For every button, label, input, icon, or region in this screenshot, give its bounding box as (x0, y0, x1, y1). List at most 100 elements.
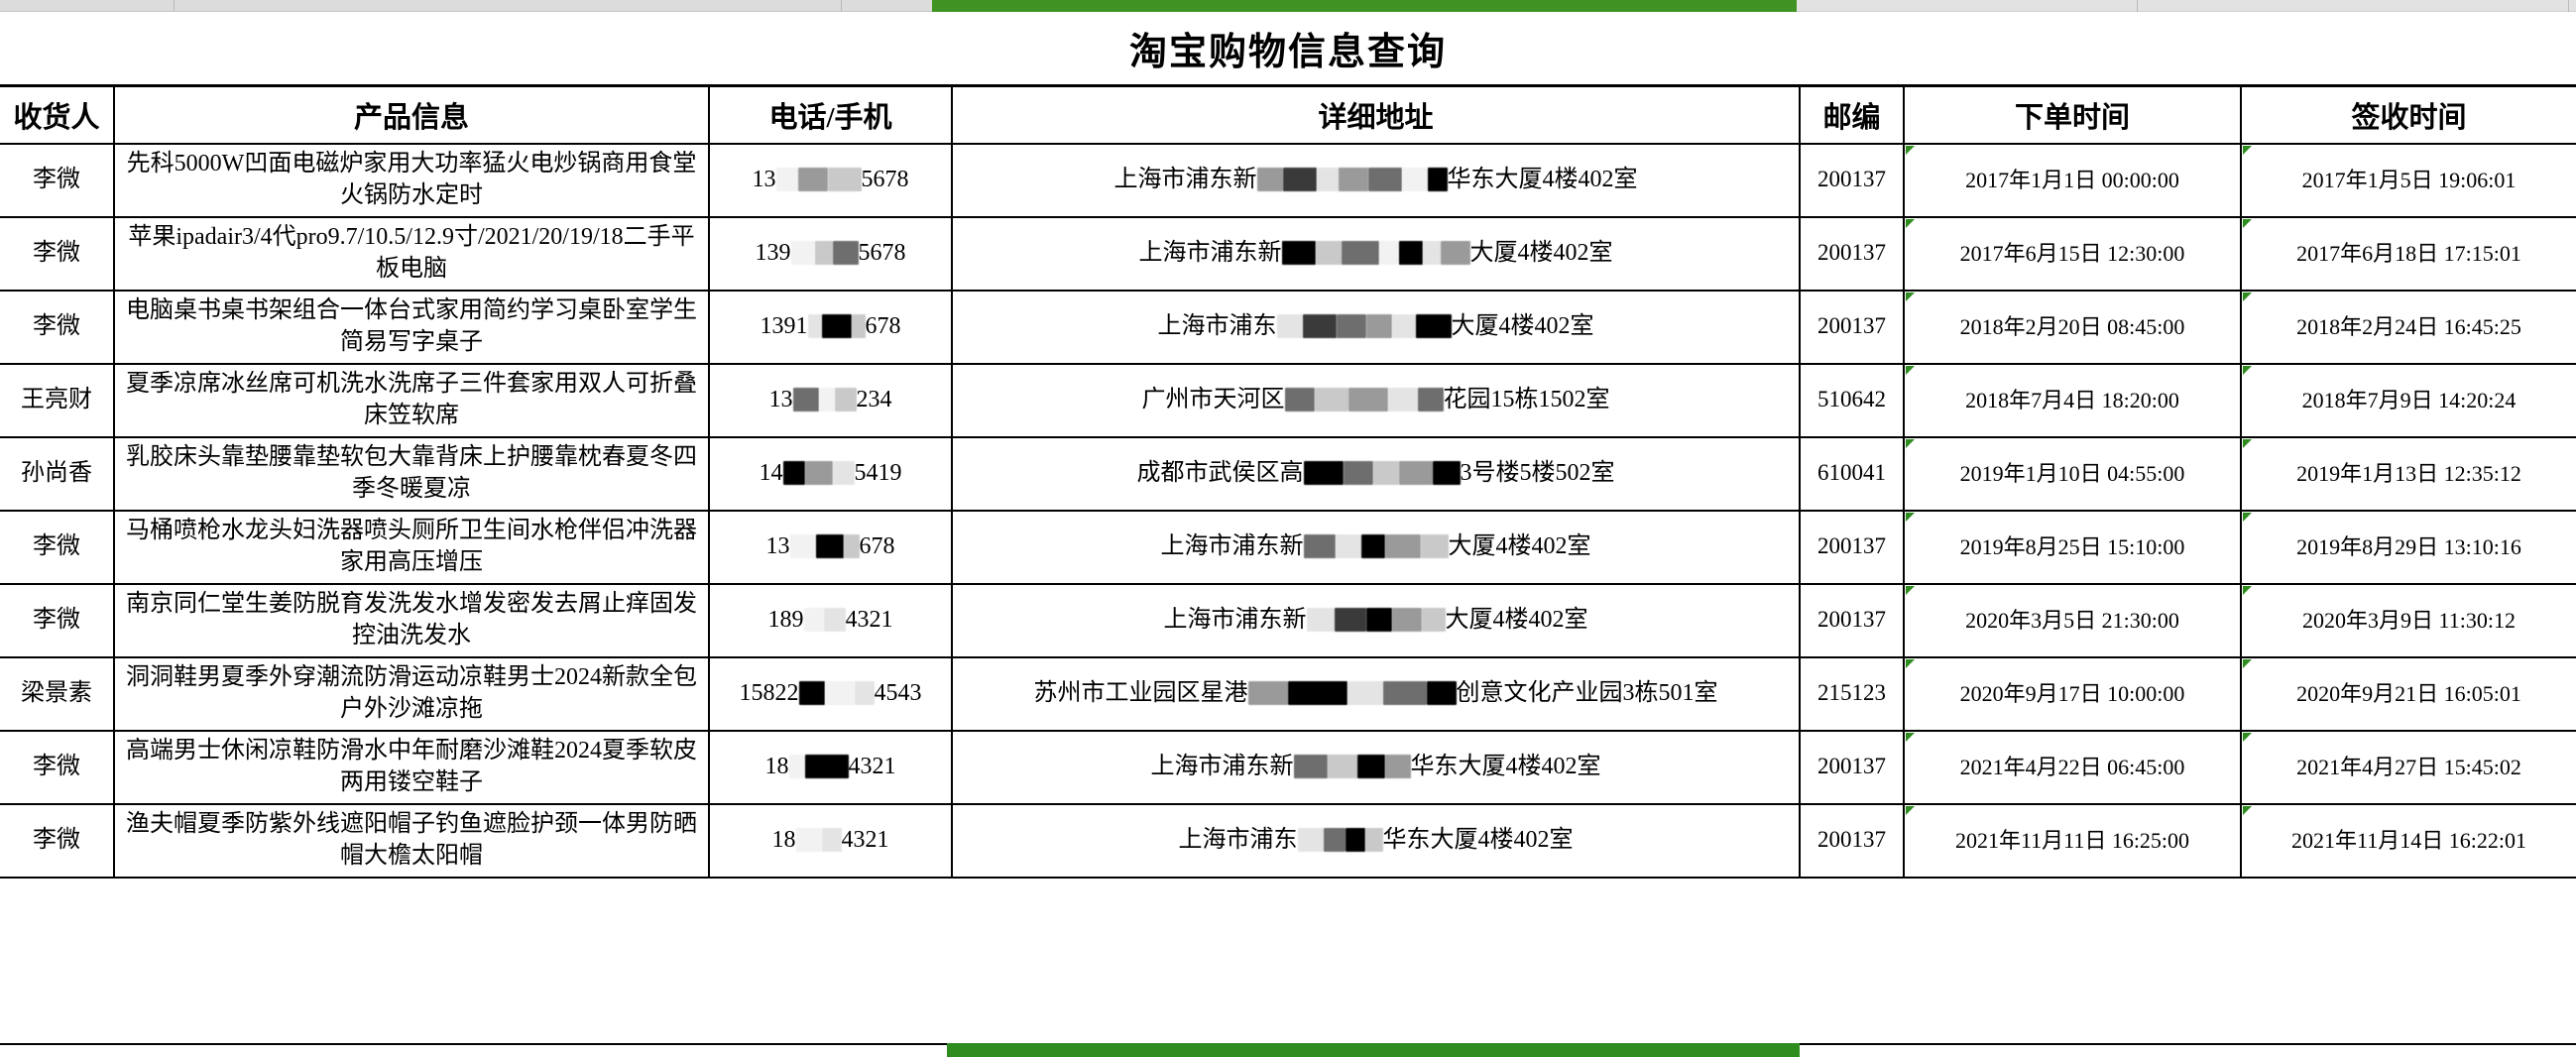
cell-product-info[interactable]: 夏季凉席冰丝席可机洗水洗席子三件套家用双人可折叠床笠软席 (113, 362, 710, 438)
column-header-received[interactable]: 签收时间 (2240, 84, 2576, 145)
redaction-block (789, 533, 816, 558)
cell-postcode[interactable]: 200137 (1799, 215, 1905, 292)
cell-postcode[interactable]: 510642 (1799, 362, 1905, 438)
cell-order-time[interactable]: 2021年4月22日 06:45:00 (1903, 729, 2242, 805)
cell-receive-time[interactable]: 2019年1月13日 12:35:12 (2240, 435, 2576, 512)
cell-product-info[interactable]: 洞洞鞋男夏季外穿潮流防滑运动凉鞋男士2024新款全包户外沙滩凉拖 (113, 655, 710, 732)
column-header-ordered[interactable]: 下单时间 (1903, 84, 2242, 145)
cell-receive-time[interactable]: 2018年7月9日 14:20:24 (2240, 362, 2576, 438)
cell-recipient-name[interactable]: 孙尚香 (0, 435, 115, 512)
cell-phone[interactable]: 18 4321 (708, 802, 953, 879)
cell-order-time[interactable]: 2020年9月17日 10:00:00 (1903, 655, 2242, 732)
cell-receive-time[interactable]: 2020年3月9日 11:30:12 (2240, 582, 2576, 658)
cell-postcode[interactable]: 200137 (1799, 802, 1905, 879)
cell-address[interactable]: 上海市浦东新 华东大厦4楼402室 (951, 142, 1801, 218)
cell-product-info[interactable]: 高端男士休闲凉鞋防滑水中年耐磨沙滩鞋2024夏季软皮两用镂空鞋子 (113, 729, 710, 805)
table-row[interactable]: 李微 先科5000W凹面电磁炉家用大功率猛火电炒锅商用食堂火锅防水定时 13 5678… (0, 142, 2576, 218)
table-row[interactable]: 李微 苹果ipadair3/4代pro9.7/10.5/12.9寸/2021/20… (0, 215, 2576, 292)
cell-postcode[interactable]: 200137 (1799, 729, 1905, 805)
cell-order-time[interactable]: 2017年6月15日 12:30:00 (1903, 215, 2242, 292)
cell-recipient-name[interactable]: 李微 (0, 289, 115, 365)
cell-product-info[interactable]: 南京同仁堂生姜防脱育发洗发水增发密发去屑止痒固发控油洗发水 (113, 582, 710, 658)
cell-recipient-name[interactable]: 李微 (0, 582, 115, 658)
cell-order-time[interactable]: 2019年1月10日 04:55:00 (1903, 435, 2242, 512)
cell-address[interactable]: 上海市浦东新 大厦4楼402室 (951, 215, 1801, 292)
cell-product-info[interactable]: 电脑桌书桌书架组合一体台式家用简约学习桌卧室学生简易写字桌子 (113, 289, 710, 365)
cell-receive-time[interactable]: 2017年1月5日 19:06:01 (2240, 142, 2576, 218)
redaction-block (814, 240, 833, 265)
cell-phone[interactable]: 13 5678 (708, 142, 953, 218)
table-row[interactable]: 李微 电脑桌书桌书架组合一体台式家用简约学习桌卧室学生简易写字桌子 1391 678 上… (0, 289, 2576, 365)
cell-receive-time[interactable]: 2021年4月27日 15:45:02 (2240, 729, 2576, 805)
table-row[interactable]: 李微 马桶喷枪水龙头妇洗器喷头厕所卫生间水枪伴侣冲洗器家用高压增压 13 678 上海市… (0, 509, 2576, 585)
cell-recipient-name[interactable]: 李微 (0, 509, 115, 585)
cell-product-info[interactable]: 马桶喷枪水龙头妇洗器喷头厕所卫生间水枪伴侣冲洗器家用高压增压 (113, 509, 710, 585)
cell-recipient-name[interactable]: 李微 (0, 215, 115, 292)
cell-address[interactable]: 苏州市工业园区星港 创意文化产业园3栋501室 (951, 655, 1801, 732)
cell-receive-time[interactable]: 2018年2月24日 16:45:25 (2240, 289, 2576, 365)
cell-address[interactable]: 上海市浦东新 大厦4楼402室 (951, 509, 1801, 585)
cell-order-time[interactable]: 2020年3月5日 21:30:00 (1903, 582, 2242, 658)
column-header-product[interactable]: 产品信息 (113, 84, 710, 145)
cell-address[interactable]: 成都市武侯区高 3号楼5楼502室 (951, 435, 1801, 512)
redaction-block (1323, 827, 1346, 852)
cell-postcode[interactable]: 200137 (1799, 509, 1905, 585)
redaction-block (1284, 387, 1315, 411)
column-header-name[interactable]: 收货人 (0, 84, 115, 145)
cell-error-flag-icon (2243, 585, 2252, 595)
cell-postcode[interactable]: 215123 (1799, 655, 1905, 732)
table-row[interactable]: 王亮财 夏季凉席冰丝席可机洗水洗席子三件套家用双人可折叠床笠软席 13 234 广州市天… (0, 362, 2576, 438)
cell-address[interactable]: 上海市浦东 华东大厦4楼402室 (951, 802, 1801, 879)
redaction-block (821, 827, 842, 852)
column-header-address[interactable]: 详细地址 (951, 84, 1801, 145)
cell-phone[interactable]: 14 5419 (708, 435, 953, 512)
cell-receive-time[interactable]: 2017年6月18日 17:15:01 (2240, 215, 2576, 292)
cell-order-time[interactable]: 2021年11月11日 16:25:00 (1903, 802, 2242, 879)
table-row[interactable]: 孙尚香 乳胶床头靠垫腰靠垫软包大靠背床上护腰靠枕春夏冬四季冬暖夏凉 14 5419 成都… (0, 435, 2576, 512)
table-row[interactable]: 李微 渔夫帽夏季防紫外线遮阳帽子钓鱼遮脸护颈一体男防晒帽大檐太阳帽 18 4321 上海… (0, 802, 2576, 879)
cell-recipient-name[interactable]: 李微 (0, 802, 115, 879)
cell-address[interactable]: 广州市天河区 花园15栋1502室 (951, 362, 1801, 438)
cell-phone[interactable]: 13 678 (708, 509, 953, 585)
cell-phone[interactable]: 13 234 (708, 362, 953, 438)
cell-phone[interactable]: 18 4321 (708, 729, 953, 805)
cell-postcode[interactable]: 200137 (1799, 289, 1905, 365)
cell-receive-time[interactable]: 2019年8月29日 13:10:16 (2240, 509, 2576, 585)
cell-receive-time[interactable]: 2021年11月14日 16:22:01 (2240, 802, 2576, 879)
cell-product-info[interactable]: 苹果ipadair3/4代pro9.7/10.5/12.9寸/2021/20/1… (113, 215, 710, 292)
cell-recipient-name[interactable]: 李微 (0, 142, 115, 218)
cell-order-time[interactable]: 2019年8月25日 15:10:00 (1903, 509, 2242, 585)
redaction-block (792, 387, 819, 411)
cell-phone[interactable]: 139 5678 (708, 215, 953, 292)
cell-phone[interactable]: 1391 678 (708, 289, 953, 365)
cell-phone[interactable]: 15822 4543 (708, 655, 953, 732)
cell-order-time[interactable]: 2018年2月20日 08:45:00 (1903, 289, 2242, 365)
cell-product-info[interactable]: 渔夫帽夏季防紫外线遮阳帽子钓鱼遮脸护颈一体男防晒帽大檐太阳帽 (113, 802, 710, 879)
phone-value: 15822 4543 (740, 678, 922, 710)
cell-product-info[interactable]: 先科5000W凹面电磁炉家用大功率猛火电炒锅商用食堂火锅防水定时 (113, 142, 710, 218)
column-header-phone[interactable]: 电话/手机 (708, 84, 953, 145)
table-row[interactable]: 李微 高端男士休闲凉鞋防滑水中年耐磨沙滩鞋2024夏季软皮两用镂空鞋子 18 4321… (0, 729, 2576, 805)
cell-address[interactable]: 上海市浦东新 华东大厦4楼402室 (951, 729, 1801, 805)
cell-error-flag-icon (1906, 585, 1915, 595)
cell-recipient-name[interactable]: 李微 (0, 729, 115, 805)
cell-recipient-name[interactable]: 梁景素 (0, 655, 115, 732)
address-value: 上海市浦东新 华东大厦4楼402室 (1151, 752, 1601, 783)
cell-postcode[interactable]: 610041 (1799, 435, 1905, 512)
table-row[interactable]: 梁景素 洞洞鞋男夏季外穿潮流防滑运动凉鞋男士2024新款全包户外沙滩凉拖 15822… (0, 655, 2576, 732)
cell-recipient-name[interactable]: 王亮财 (0, 362, 115, 438)
cell-address[interactable]: 上海市浦东 大厦4楼402室 (951, 289, 1801, 365)
table-row[interactable]: 李微 南京同仁堂生姜防脱育发洗发水增发密发去屑止痒固发控油洗发水 189 4321 上海… (0, 582, 2576, 658)
redaction-block (1306, 607, 1335, 632)
cell-error-flag-icon (1906, 658, 1915, 668)
cell-order-time[interactable]: 2017年1月1日 00:00:00 (1903, 142, 2242, 218)
cell-product-info[interactable]: 乳胶床头靠垫腰靠垫软包大靠背床上护腰靠枕春夏冬四季冬暖夏凉 (113, 435, 710, 512)
order-time-value: 2018年7月4日 18:20:00 (1965, 387, 2179, 412)
cell-receive-time[interactable]: 2020年9月21日 16:05:01 (2240, 655, 2576, 732)
cell-address[interactable]: 上海市浦东新 大厦4楼402室 (951, 582, 1801, 658)
cell-phone[interactable]: 189 4321 (708, 582, 953, 658)
cell-postcode[interactable]: 200137 (1799, 582, 1905, 658)
cell-order-time[interactable]: 2018年7月4日 18:20:00 (1903, 362, 2242, 438)
column-header-postcode[interactable]: 邮编 (1799, 84, 1905, 145)
cell-postcode[interactable]: 200137 (1799, 142, 1905, 218)
